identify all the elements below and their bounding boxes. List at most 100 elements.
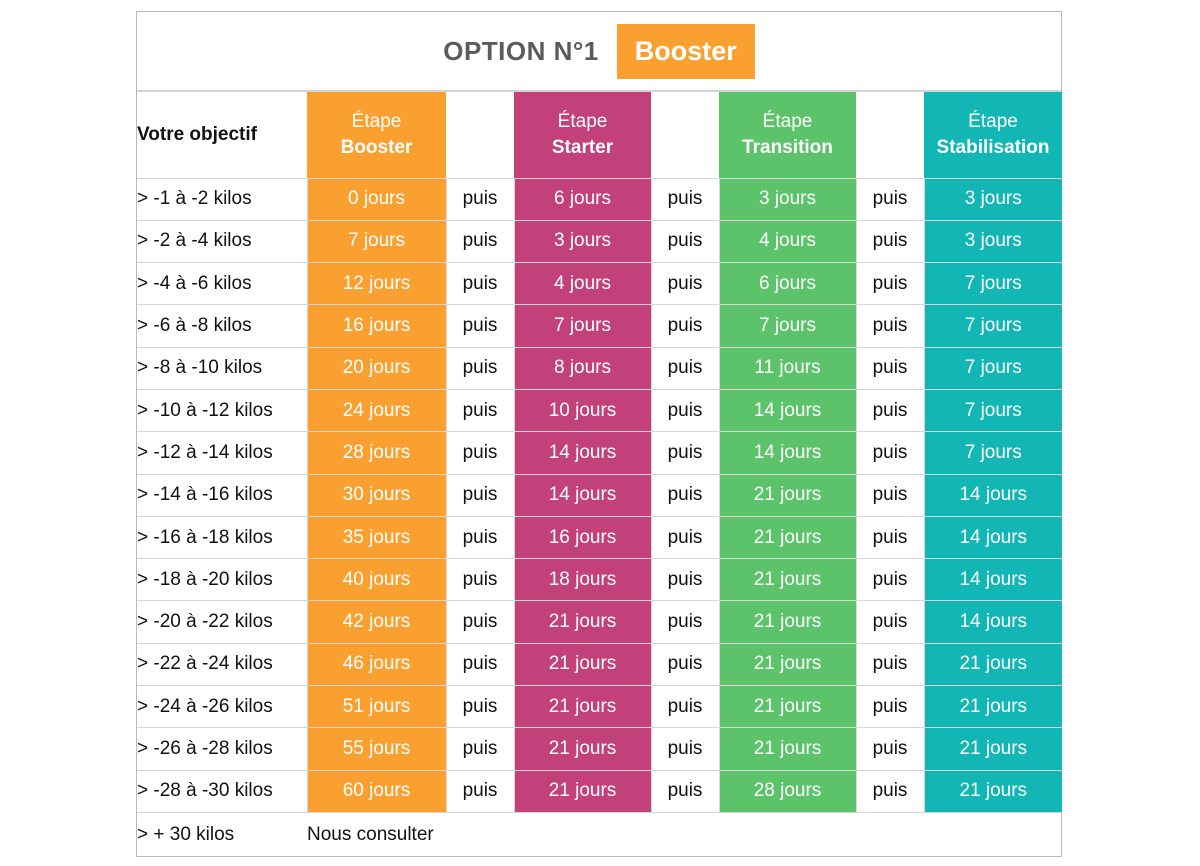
puis-connector: puis	[445, 473, 515, 517]
goal-cell: > -10 à -12 kilos	[137, 388, 308, 432]
puis-connector: puis	[855, 769, 925, 813]
starter-duration: 21 jours	[514, 769, 651, 813]
title-bar: OPTION N°1 Booster	[137, 12, 1061, 92]
stabilisation-duration: 14 jours	[924, 558, 1062, 601]
objective-header: Votre objectif	[137, 123, 257, 145]
table-row: > -6 à -8 kilos 16 jours puis 7 jours puis 7 …	[137, 304, 1062, 348]
goal-cell: > -6 à -8 kilos	[137, 304, 308, 348]
table-row: > -28 à -30 kilos 60 jours puis 21 jours pui…	[137, 769, 1062, 813]
table-row: > -26 à -28 kilos 55 jours puis 21 jours pui…	[137, 727, 1062, 771]
starter-duration: 21 jours	[514, 600, 651, 644]
puis-connector: puis	[445, 558, 515, 601]
puis-connector: puis	[445, 262, 515, 305]
transition-duration: 11 jours	[719, 346, 856, 390]
step-header-starter: Étape Starter	[514, 92, 651, 178]
transition-duration: 21 jours	[719, 642, 856, 686]
puis-connector: puis	[855, 600, 925, 644]
goal-cell: > + 30 kilos	[137, 811, 307, 857]
spacer-header	[856, 92, 924, 178]
step-name: Booster	[340, 136, 413, 158]
booster-duration: 30 jours	[307, 473, 446, 517]
step-word: Étape	[557, 110, 608, 132]
stabilisation-duration: 3 jours	[924, 219, 1062, 263]
step-name: Starter	[551, 136, 614, 158]
step-word: Étape	[968, 110, 1018, 132]
transition-duration: 21 jours	[719, 600, 856, 644]
goal-cell: > -12 à -14 kilos	[137, 431, 308, 475]
puis-connector: puis	[855, 431, 925, 475]
puis-connector: puis	[650, 388, 720, 432]
stabilisation-duration: 7 jours	[924, 388, 1062, 432]
program-table-card: OPTION N°1 Booster Votre objectif Étape …	[136, 11, 1062, 857]
puis-connector: puis	[445, 769, 515, 813]
transition-duration: 4 jours	[719, 219, 856, 263]
stabilisation-duration: 7 jours	[924, 304, 1062, 348]
step-header-booster: Étape Booster	[307, 92, 446, 178]
booster-duration: 28 jours	[307, 431, 446, 475]
spacer-header	[446, 92, 514, 178]
booster-duration: 24 jours	[307, 388, 446, 432]
stabilisation-duration: 3 jours	[924, 177, 1062, 221]
goal-cell: > -26 à -28 kilos	[137, 727, 308, 771]
puis-connector: puis	[445, 685, 515, 728]
goal-cell: > -4 à -6 kilos	[137, 262, 308, 305]
booster-duration: 51 jours	[307, 685, 446, 728]
puis-connector: puis	[855, 346, 925, 390]
goal-cell: > -20 à -22 kilos	[137, 600, 308, 644]
starter-duration: 14 jours	[514, 473, 651, 517]
goal-cell: > -14 à -16 kilos	[137, 473, 308, 517]
puis-connector: puis	[650, 642, 720, 686]
puis-connector: puis	[650, 515, 720, 559]
transition-duration: 14 jours	[719, 431, 856, 475]
starter-duration: 14 jours	[514, 431, 651, 475]
puis-connector: puis	[445, 219, 515, 263]
transition-duration: 14 jours	[719, 388, 856, 432]
puis-connector: puis	[650, 304, 720, 348]
puis-connector: puis	[650, 685, 720, 728]
transition-duration: 21 jours	[719, 685, 856, 728]
puis-connector: puis	[445, 177, 515, 221]
step-word: Étape	[762, 110, 813, 132]
puis-connector: puis	[855, 262, 925, 305]
step-header-stabilisation: Étape Stabilisation	[924, 92, 1062, 178]
table-row: > -20 à -22 kilos 42 jours puis 21 jours pui…	[137, 600, 1062, 644]
starter-duration: 18 jours	[514, 558, 651, 601]
puis-connector: puis	[650, 727, 720, 771]
puis-connector: puis	[650, 177, 720, 221]
puis-connector: puis	[855, 685, 925, 728]
puis-connector: puis	[855, 642, 925, 686]
starter-duration: 21 jours	[514, 642, 651, 686]
booster-duration: 12 jours	[307, 262, 446, 305]
table-row: > -24 à -26 kilos 51 jours puis 21 jours pui…	[137, 685, 1062, 728]
puis-connector: puis	[855, 558, 925, 601]
transition-duration: 7 jours	[719, 304, 856, 348]
step-name: Transition	[742, 136, 833, 158]
stabilisation-duration: 14 jours	[924, 515, 1062, 559]
consult-note: Nous consulter	[307, 811, 1062, 857]
duration-table: Votre objectif Étape Booster Étape Start…	[137, 92, 1062, 857]
booster-duration: 60 jours	[307, 769, 446, 813]
booster-duration: 16 jours	[307, 304, 446, 348]
stabilisation-duration: 14 jours	[924, 473, 1062, 517]
starter-duration: 7 jours	[514, 304, 651, 348]
puis-connector: puis	[650, 219, 720, 263]
puis-connector: puis	[445, 727, 515, 771]
booster-duration: 40 jours	[307, 558, 446, 601]
puis-connector: puis	[650, 473, 720, 517]
starter-duration: 8 jours	[514, 346, 651, 390]
transition-duration: 3 jours	[719, 177, 856, 221]
transition-duration: 6 jours	[719, 262, 856, 305]
stabilisation-duration: 7 jours	[924, 262, 1062, 305]
puis-connector: puis	[445, 304, 515, 348]
puis-connector: puis	[445, 600, 515, 644]
puis-connector: puis	[650, 600, 720, 644]
booster-duration: 42 jours	[307, 600, 446, 644]
table-row: > -18 à -20 kilos 40 jours puis 18 jours pui…	[137, 558, 1062, 601]
booster-duration: 46 jours	[307, 642, 446, 686]
booster-duration: 20 jours	[307, 346, 446, 390]
puis-connector: puis	[445, 515, 515, 559]
starter-duration: 6 jours	[514, 177, 651, 221]
table-row: > -22 à -24 kilos 46 jours puis 21 jours pui…	[137, 642, 1062, 686]
table-row: > -8 à -10 kilos 20 jours puis 8 jours puis 1…	[137, 346, 1062, 390]
table-row: > -1 à -2 kilos 0 jours puis 6 jours puis 3 j…	[137, 177, 1062, 221]
